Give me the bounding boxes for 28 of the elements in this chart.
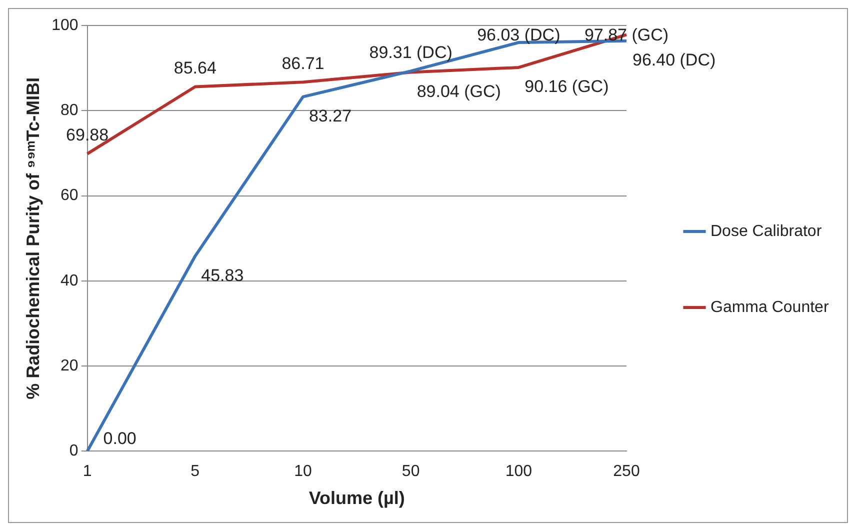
data-label: 69.88 xyxy=(66,125,109,144)
data-label: 90.16 (GC) xyxy=(524,77,609,96)
x-tick-label: 50 xyxy=(402,463,420,480)
data-label: 89.31 (DC) xyxy=(369,42,452,62)
y-tick-label: 40 xyxy=(60,272,78,290)
data-label: 0.00 xyxy=(103,428,136,448)
data-label: 97.87 (GC) xyxy=(584,25,669,44)
y-tick-label: 60 xyxy=(60,187,78,204)
x-tick-label: 5 xyxy=(190,463,200,480)
y-tick-label: 20 xyxy=(60,357,78,374)
data-label: 86.71 xyxy=(282,54,324,73)
x-axis-title: Volume (µl) xyxy=(308,488,405,508)
x-tick-label: 1 xyxy=(82,463,92,480)
x-tick-label: 10 xyxy=(294,463,312,480)
legend-label: Gamma Counter xyxy=(710,298,830,316)
data-label: 96.40 (DC) xyxy=(632,50,716,70)
data-label: 96.03 (DC) xyxy=(477,25,560,44)
y-tick-label: 80 xyxy=(60,102,78,120)
x-tick-label: 100 xyxy=(505,463,532,480)
y-axis-title: % Radiochemical Purity of ⁹⁹ᵐTc-MIBI xyxy=(22,77,43,400)
data-label: 45.83 xyxy=(201,266,244,285)
data-label: 85.64 xyxy=(174,58,216,78)
data-label: 83.27 xyxy=(308,106,352,126)
y-tick-label: 100 xyxy=(52,17,78,34)
y-tick-label: 0 xyxy=(69,442,78,460)
x-tick-label: 250 xyxy=(613,463,640,480)
data-label: 89.04 (GC) xyxy=(416,82,501,101)
legend-label: Dose Calibrator xyxy=(710,222,822,240)
